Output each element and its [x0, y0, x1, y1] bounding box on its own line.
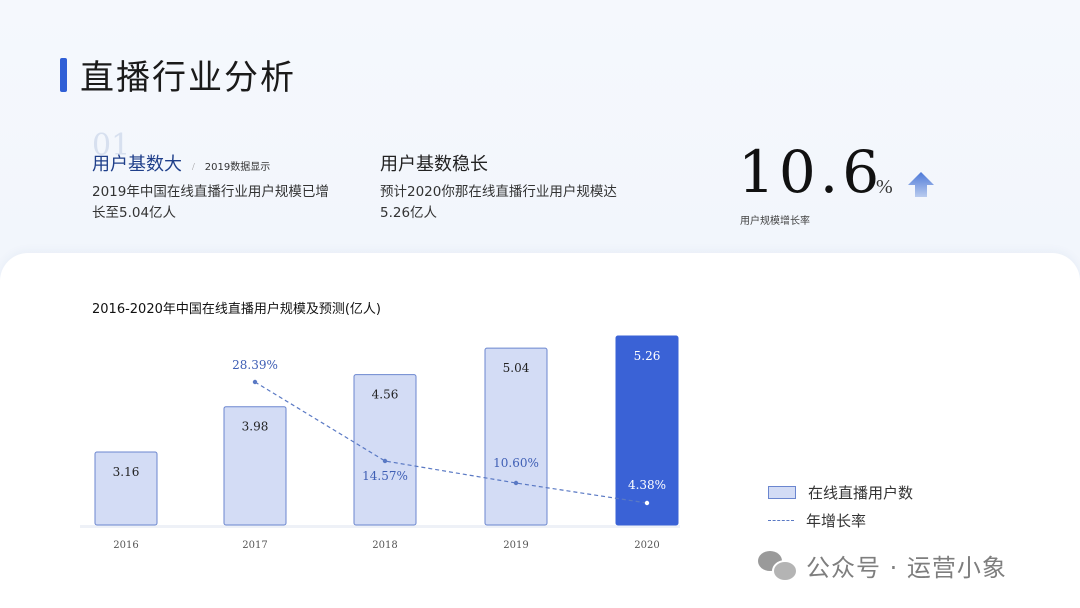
bar-2020 [615, 335, 679, 526]
card-title: 用户基数大 [92, 154, 182, 175]
card-separator: / [192, 162, 195, 173]
watermark-text: 公众号 · 运营小象 [806, 554, 1007, 582]
growth-rate-unit: % [876, 176, 893, 198]
legend-label: 年增长率 [806, 511, 867, 530]
bar-value-label: 3.16 [113, 465, 140, 479]
card-title: 用户基数稳长 [380, 154, 488, 175]
growth-rate-point-2020 [644, 500, 650, 506]
x-tick-label: 2017 [242, 540, 267, 551]
growth-rate-point-2017 [252, 379, 258, 385]
legend-item-line: 年增长率 [768, 506, 913, 534]
growth-rate-label: 10.60% [493, 456, 539, 470]
growth-rate-point-2018 [382, 458, 388, 464]
bar-value-label: 4.56 [372, 388, 399, 402]
summary-card-user-growth: 用户基数稳长 预计2020你那在线直播行业用户规模达5.26亿人 [380, 150, 620, 224]
bar-value-label: 5.04 [503, 361, 530, 375]
title-accent-bar [60, 58, 67, 92]
card-note: 2019数据显示 [204, 162, 271, 173]
growth-rate-label: 28.39% [232, 358, 278, 372]
legend-swatch-bar [768, 485, 796, 499]
summary-card-user-base: 用户基数大 / 2019数据显示 2019年中国在线直播行业用户规模已增长至5.… [92, 150, 332, 224]
arrow-up-icon [908, 172, 934, 197]
chart-baseline [80, 525, 680, 528]
chart-legend: 在线直播用户数 年增长率 [768, 478, 913, 534]
bar-value-label: 3.98 [242, 420, 269, 434]
chart-title: 2016-2020年中国在线直播用户规模及预测(亿人) [92, 302, 382, 317]
card-body: 2019年中国在线直播行业用户规模已增长至5.04亿人 [92, 184, 329, 221]
growth-rate-line [254, 381, 648, 504]
bar-2017 [223, 406, 287, 526]
bar-2016 [94, 451, 158, 526]
legend-item-bars: 在线直播用户数 [768, 478, 913, 506]
page-title: 直播行业分析 [80, 58, 296, 98]
legend-swatch-dashed-line [768, 519, 794, 521]
card-body: 预计2020你那在线直播行业用户规模达5.26亿人 [380, 184, 617, 221]
growth-rate-label: 4.38% [628, 478, 666, 492]
watermark: 公众号 · 运营小象 [758, 548, 1007, 583]
x-tick-label: 2016 [113, 540, 138, 551]
growth-rate-label: 用户规模增长率 [740, 216, 810, 227]
x-tick-label: 2018 [372, 540, 397, 551]
wechat-icon [758, 550, 798, 582]
growth-rate-point-2019 [513, 480, 519, 486]
growth-rate-value: 10.6 [738, 138, 884, 206]
legend-label: 在线直播用户数 [808, 483, 914, 502]
growth-rate-label: 14.57% [362, 469, 408, 483]
bar-2018 [353, 374, 417, 526]
section-number: 01 [92, 128, 131, 163]
x-tick-label: 2020 [634, 540, 659, 551]
bar-value-label: 5.26 [634, 349, 661, 363]
x-tick-label: 2019 [503, 540, 528, 551]
